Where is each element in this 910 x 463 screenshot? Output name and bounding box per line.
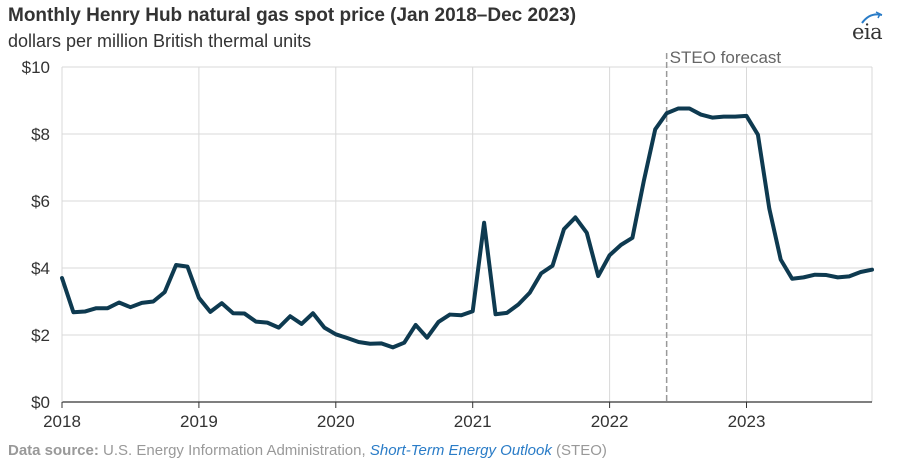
x-tick-label: 2020 [317, 412, 355, 431]
data-source: Data source: U.S. Energy Information Adm… [8, 442, 607, 459]
source-agency: U.S. Energy Information Administration, [103, 442, 366, 459]
chart-subtitle: dollars per million British thermal unit… [8, 31, 312, 51]
source-suffix: (STEO) [556, 442, 607, 459]
y-tick-label: $8 [31, 125, 50, 144]
y-tick-label: $4 [31, 259, 50, 278]
axis-layer: $0 $2 $4 $6 $8 $10 2018 2019 2020 2021 2022 2023 [22, 58, 872, 431]
eia-logo-icon [861, 11, 883, 24]
x-tick-label: 2022 [591, 412, 629, 431]
x-tick-label: 2019 [180, 412, 218, 431]
series-layer [60, 106, 874, 350]
y-tick-label: $10 [22, 58, 50, 77]
grid-layer [62, 66, 873, 402]
source-publication-link[interactable]: Short-Term Energy Outlook [369, 442, 552, 459]
chart-title: Monthly Henry Hub natural gas spot price… [8, 5, 577, 26]
forecast-layer: STEO forecast [665, 50, 782, 402]
y-tick-label: $0 [31, 393, 50, 412]
line-chart: STEO forecast $0 $2 $4 $6 $8 $10 2018 2019 2020 2… [22, 50, 874, 431]
eia-logo: eia [850, 10, 892, 44]
y-tick-label: $2 [31, 326, 50, 345]
x-tick-label: 2023 [728, 412, 766, 431]
eia-logo-text: eia [852, 20, 883, 44]
source-label: Data source: [8, 442, 99, 459]
forecast-label: STEO forecast [670, 50, 782, 67]
y-tick-label: $6 [31, 192, 50, 211]
price-series-line [60, 106, 874, 350]
x-tick-label: 2021 [454, 412, 492, 431]
x-tick-label: 2018 [43, 412, 81, 431]
